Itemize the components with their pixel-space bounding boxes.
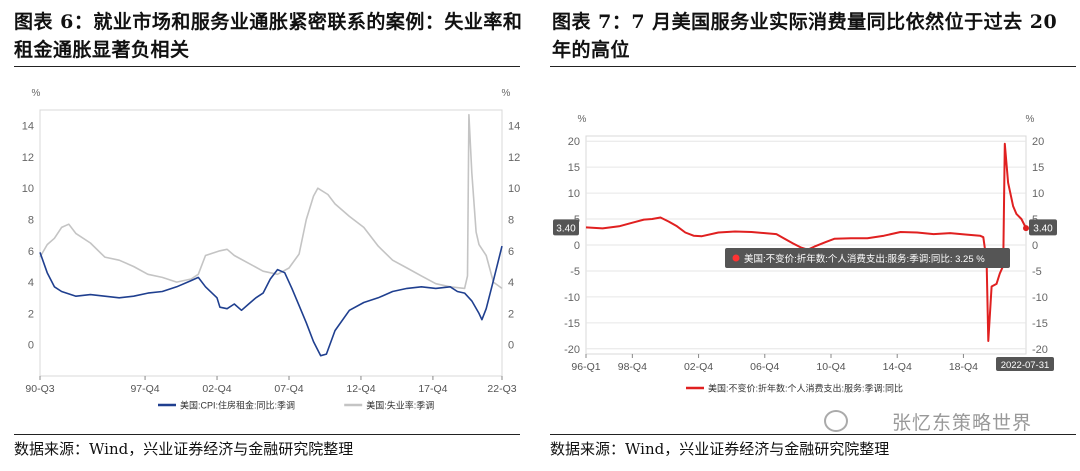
y-tick-label-left: 0: [574, 240, 580, 252]
x-tick-label: 14-Q4: [883, 361, 912, 373]
value-flag-right: 3.40: [1033, 223, 1053, 234]
y-tick-label-left: 20: [568, 136, 580, 148]
y-unit-right: %: [502, 88, 511, 99]
series-line: [39, 245, 503, 357]
y-tick-label-left: -5: [570, 266, 580, 278]
legend-label: 美国:不变价:折年数:个人消费支出:服务:季调:同比: [708, 383, 903, 394]
x-tick-label: 22-Q3: [487, 383, 516, 395]
x-tick-label: 02-Q4: [202, 383, 231, 395]
x-tick-label: 12-Q4: [346, 383, 375, 395]
y-tick-label-left: 10: [568, 188, 580, 200]
y-tick-label-left: -10: [564, 292, 580, 304]
y-tick-label-left: 2: [28, 308, 34, 320]
right-source-rule: [550, 434, 1076, 435]
y-tick-label-right: 20: [1032, 136, 1044, 148]
x-tick-label: 18-Q4: [949, 361, 978, 373]
watermark: 张忆东策略世界: [891, 412, 1032, 434]
y-tick-label-right: 14: [508, 121, 520, 133]
y-tick-label-right: 8: [508, 215, 514, 227]
x-tick-label: 96-Q1: [571, 361, 600, 373]
y-tick-label-right: 10: [1032, 188, 1044, 200]
y-tick-label-right: -20: [1032, 344, 1048, 356]
left-source-rule: [14, 434, 520, 435]
tooltip-marker: [732, 254, 740, 262]
y-tick-label-left: 8: [28, 215, 34, 227]
y-tick-label-right: 6: [508, 246, 514, 258]
legend-label: 美国:失业率:季调: [366, 400, 434, 411]
y-tick-label-left: 0: [28, 340, 34, 352]
y-tick-label-right: 12: [508, 152, 520, 164]
end-date-box: [996, 357, 1054, 371]
y-tick-label-right: -5: [1032, 266, 1042, 278]
tooltip-box: [725, 248, 1010, 268]
y-tick-label-right: -10: [1032, 292, 1048, 304]
y-tick-label-right: 0: [508, 340, 514, 352]
y-tick-label-left: 12: [22, 152, 34, 164]
legend-label: 美国:CPI:住房租金:同比:季调: [180, 400, 295, 411]
x-tick-label: 17-Q4: [418, 383, 447, 395]
y-tick-label-right: 15: [1032, 162, 1044, 174]
series-line: [39, 113, 503, 290]
x-tick-label: 06-Q4: [750, 361, 779, 373]
left-chart: 0 0 2 2 4 4 6 6 8 8 10 10 12 12 14 14% % 90-Q3 97-Q4 02-Q4 0…: [22, 88, 521, 411]
x-tick-label: 10-Q4: [816, 361, 845, 373]
x-tick-label: 07-Q4: [274, 383, 303, 395]
left-source-note: 数据来源：Wind，兴业证券经济与金融研究院整理: [14, 440, 354, 458]
y-tick-label-left: -20: [564, 344, 580, 356]
y-tick-label-left: 15: [568, 162, 580, 174]
value-flag-left-box: [553, 219, 579, 236]
y-tick-label-right: 2: [508, 308, 514, 320]
wechat-icon: [824, 410, 848, 432]
x-tick-label: 90-Q3: [25, 383, 54, 395]
y-tick-label-left: 14: [22, 121, 34, 133]
right-chart-title: 图表 7：7 月美国服务业实际消费量同比依然位于过去 20 年的高位: [552, 11, 1058, 61]
y-tick-label-right: 10: [508, 183, 520, 195]
y-tick-label-right: 0: [1032, 240, 1038, 252]
right-title-rule: [550, 66, 1076, 67]
right-chart: -20-20-15-15-10-10-5-50055101015152020%%…: [553, 114, 1057, 394]
y-tick-label-left: 10: [22, 183, 34, 195]
left-chart-title: 图表 6：就业市场和服务业通胀紧密联系的案例：失业率和租金通胀显著负相关: [14, 11, 523, 61]
right-panel: 图表 7：7 月美国服务业实际消费量同比依然位于过去 20 年的高位 -20 -2…: [550, 0, 1080, 471]
y-tick-label-left: 6: [28, 246, 34, 258]
y-unit-left: %: [32, 88, 41, 99]
right-source-note: 数据来源：Wind，兴业证券经济与金融研究院整理: [550, 440, 890, 458]
x-tick-label: 97-Q4: [130, 383, 159, 395]
y-unit-left: %: [578, 114, 587, 125]
plot-frame: [39, 109, 503, 377]
series-end-point: [1023, 225, 1029, 232]
tooltip-text: 美国:不变价:折年数:个人消费支出:服务:季调:同比: 3.25 %: [744, 253, 985, 265]
value-flag-right-box: [1029, 219, 1057, 236]
value-flag-left: 3.40: [556, 223, 576, 234]
y-tick-label-right: -15: [1032, 318, 1048, 330]
x-tick-label: 98-Q4: [618, 361, 647, 373]
series-line: [585, 142, 1027, 342]
y-unit-right: %: [1026, 114, 1035, 125]
y-tick-label-right: 4: [508, 277, 514, 289]
y-tick-label-left: 4: [28, 277, 34, 289]
x-tick-label: 02-Q4: [684, 361, 713, 373]
end-date-label: 2022-07-31: [1001, 360, 1050, 371]
left-title-rule: [14, 66, 520, 67]
y-tick-label-left: -15: [564, 318, 580, 330]
